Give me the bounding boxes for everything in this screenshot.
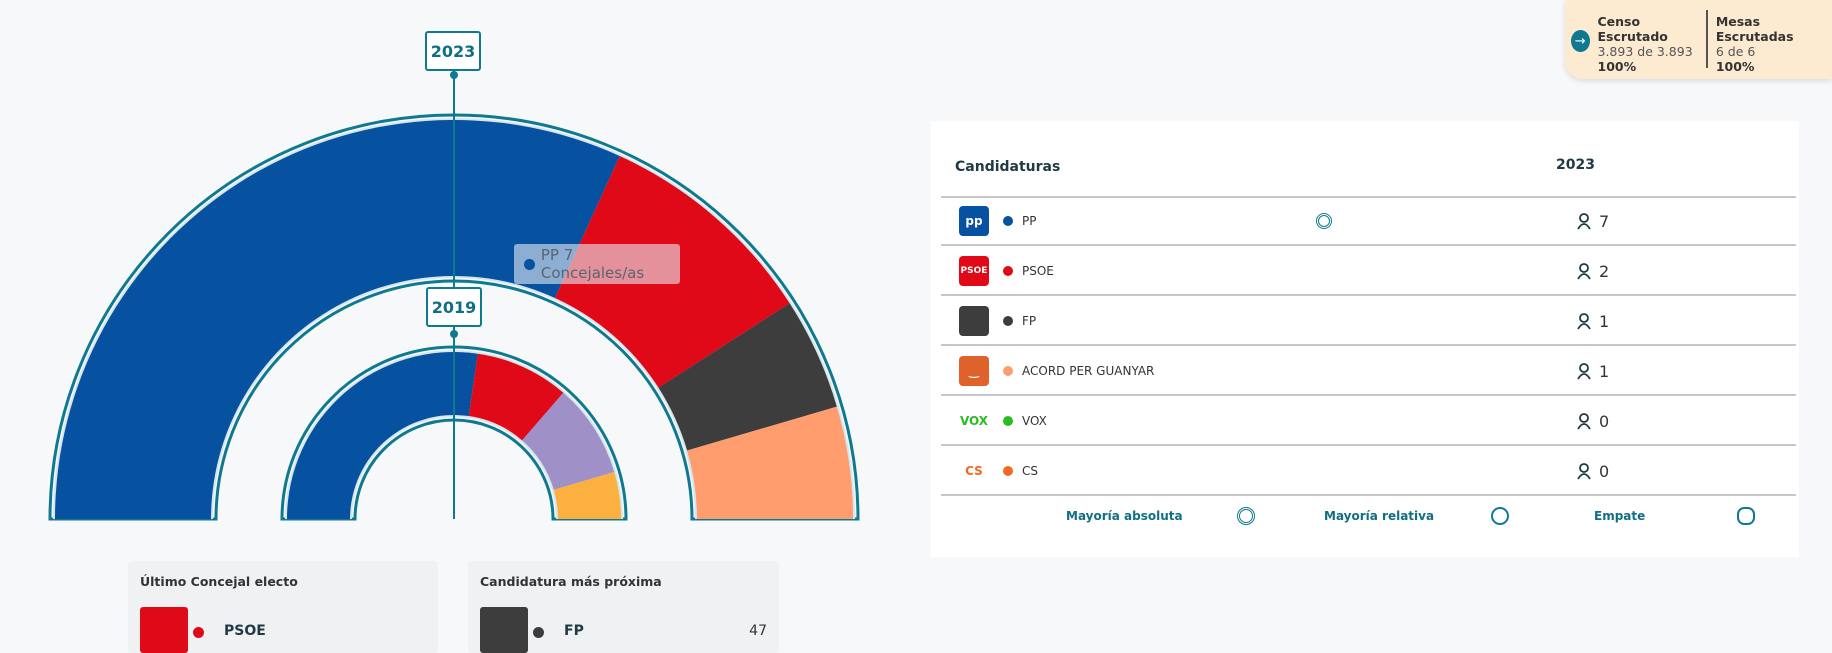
- legend-tie: Empate: [1594, 509, 1646, 523]
- scrutiny-status: → Censo Escrutado 3.893 de 3.893 100% Mesa…: [1565, 0, 1832, 79]
- person-icon: [1577, 413, 1591, 430]
- closest-candidacy-card: Candidatura más próxima FP 47: [468, 561, 779, 653]
- divider: [941, 196, 1796, 198]
- tie-icon: [1737, 507, 1755, 525]
- seats-value: 7: [1599, 211, 1610, 231]
- seats-count: 2: [1575, 262, 1609, 281]
- year-label-2023: 2023: [425, 31, 481, 71]
- marker-dot: [450, 71, 458, 79]
- results-table: Candidaturas 2023 pp PP 7 PSOE PSOE 2 FP …: [931, 121, 1799, 557]
- seat-segment-2019-other[interactable]: [553, 471, 621, 519]
- pp-logo: pp: [959, 206, 989, 236]
- person-icon: [1577, 313, 1591, 330]
- seat-tooltip: PP 7 Concejales/as: [514, 244, 680, 284]
- seats-value: 0: [1599, 411, 1610, 431]
- party-name: PP: [1022, 214, 1037, 228]
- table-row[interactable]: pp PP 7: [941, 198, 1796, 246]
- table-row[interactable]: ‿ ACORD PER GUANYAR 1: [941, 348, 1796, 396]
- table-row[interactable]: FP 1: [941, 298, 1796, 346]
- person-icon: [1577, 463, 1591, 480]
- party-color-dot: [1003, 266, 1013, 276]
- seat-segment-2019-psoe[interactable]: [468, 353, 564, 441]
- card-title: Último Concejal electo: [140, 574, 298, 589]
- arrow-right-icon[interactable]: →: [1571, 30, 1590, 52]
- censo-title: Censo Escrutado: [1597, 14, 1668, 44]
- divider: [1706, 10, 1708, 68]
- col-header-year: 2023: [1556, 157, 1595, 173]
- person-icon: [1577, 213, 1591, 230]
- table-row[interactable]: VOX VOX 0: [941, 398, 1796, 446]
- seat-segment-2019-pp[interactable]: [287, 352, 478, 519]
- seats-count: 1: [1575, 312, 1609, 331]
- cs-logo: CS: [965, 464, 983, 478]
- votes-difference: 47: [749, 623, 767, 639]
- seats-count: 0: [1575, 412, 1609, 431]
- party-name: PSOE: [224, 623, 266, 639]
- censo-pct: 100%: [1597, 59, 1637, 74]
- col-header-party: Candidaturas: [955, 159, 1061, 175]
- tooltip-dot: [524, 258, 535, 270]
- seat-segment-2023-acord-per-guanyar[interactable]: [687, 406, 853, 519]
- party-color-dot: [1003, 216, 1013, 226]
- seats-count: 7: [1575, 212, 1609, 231]
- party-color-dot: [1003, 466, 1013, 476]
- ring-border-2023: [48, 113, 860, 521]
- person-icon: [1577, 363, 1591, 380]
- seats-value: 1: [1599, 311, 1610, 331]
- tooltip-text: PP 7 Concejales/as: [540, 246, 645, 282]
- absolute-majority-icon: [1316, 213, 1332, 229]
- fp-logo: [959, 306, 989, 336]
- year-label-2019: 2019: [426, 287, 482, 327]
- seats-count: 1: [1575, 362, 1609, 381]
- hemicycle-chart: [48, 71, 860, 521]
- party-name: PSOE: [1022, 264, 1054, 278]
- mesas-pct: 100%: [1715, 59, 1755, 74]
- party-dot: [193, 627, 204, 638]
- seats-value: 1: [1599, 361, 1610, 381]
- party-name: FP: [564, 623, 584, 639]
- party-logo: [480, 607, 528, 653]
- marker-dot: [450, 330, 458, 338]
- party-name: FP: [1022, 314, 1037, 328]
- party-color-dot: [1003, 366, 1013, 376]
- last-elected-card: Último Concejal electo PSOE: [128, 561, 438, 653]
- card-title: Candidatura más próxima: [480, 574, 662, 589]
- party-name: CS: [1022, 464, 1038, 478]
- relative-majority-icon: [1491, 507, 1509, 525]
- mesas-value: 6 de 6: [1715, 44, 1756, 59]
- party-color-dot: [1003, 416, 1013, 426]
- table-row[interactable]: PSOE PSOE 2: [941, 248, 1796, 296]
- seat-segment-2023-fp[interactable]: [658, 303, 837, 451]
- person-icon: [1577, 263, 1591, 280]
- censo-value: 3.893 de 3.893: [1597, 44, 1693, 59]
- table-row[interactable]: CS CS 0: [941, 448, 1796, 496]
- seat-segment-2023-pp[interactable]: [55, 119, 620, 519]
- party-name: VOX: [1022, 414, 1047, 428]
- legend-absolute-majority: Mayoría absoluta: [1066, 509, 1183, 523]
- vox-logo: VOX: [959, 414, 989, 428]
- seat-segment-2019-other[interactable]: [522, 392, 615, 490]
- party-color-dot: [1003, 316, 1013, 326]
- seats-count: 0: [1575, 462, 1609, 481]
- party-name: ACORD PER GUANYAR: [1022, 364, 1155, 378]
- mesas-title: Mesas Escrutadas: [1715, 14, 1794, 44]
- party-logo: [140, 607, 188, 653]
- legend-relative-majority: Mayoría relativa: [1324, 509, 1435, 523]
- seats-value: 0: [1599, 461, 1610, 481]
- party-dot: [533, 627, 544, 638]
- ring-border-2019: [280, 345, 628, 521]
- seats-value: 2: [1599, 261, 1610, 281]
- absolute-majority-icon: [1237, 507, 1255, 525]
- acord-logo: ‿: [959, 356, 989, 386]
- psoe-logo: PSOE: [959, 256, 989, 286]
